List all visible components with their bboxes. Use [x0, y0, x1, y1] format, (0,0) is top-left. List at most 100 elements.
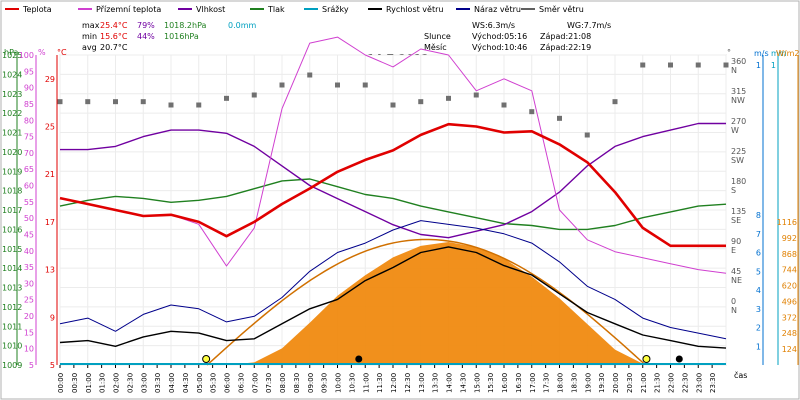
temperature-tick: 9 — [50, 313, 55, 322]
humidity-tick: 5 — [29, 361, 34, 370]
pressure-tick: 1022 — [2, 109, 22, 118]
time-tick-label: 14:00 — [446, 373, 454, 393]
wind-direction-point — [584, 132, 590, 138]
direction-deg-tick: 180 — [731, 177, 746, 186]
direction-deg-tick: 315 — [731, 87, 746, 96]
time-tick-label: 05:00 — [196, 373, 204, 393]
pressure-tick: 1015 — [2, 245, 22, 254]
humidity-tick: 15 — [24, 328, 34, 337]
wind-speed-tick: 2 — [756, 324, 761, 333]
time-tick-label: 12:30 — [404, 373, 412, 393]
time-tick-label: 22:00 — [668, 373, 676, 393]
pressure-tick: 1012 — [2, 303, 22, 312]
wind-direction-point — [85, 99, 91, 105]
radiation-tick: 992 — [782, 234, 797, 243]
radiation-tick: 868 — [782, 250, 797, 259]
humidity-tick: 40 — [24, 247, 34, 256]
stat-min-temp: 15.6°C — [100, 32, 128, 41]
time-tick-label: 04:30 — [182, 373, 190, 393]
pressure-tick: 1009 — [2, 361, 22, 370]
x-axis-label: čas — [734, 370, 747, 380]
stat-wind-gust: WG:7.7m/s — [567, 21, 611, 30]
time-tick-label: 18:00 — [557, 373, 565, 393]
humidity-tick: 25 — [24, 296, 34, 305]
pressure-tick: 1020 — [2, 148, 22, 157]
wind-speed-tick: 4 — [756, 286, 761, 295]
direction-label-tick: NW — [731, 96, 745, 105]
time-tick-label: 08:30 — [293, 373, 301, 393]
humidity-tick: 90 — [24, 84, 34, 93]
wind-direction-point — [362, 82, 368, 88]
time-tick-label: 23:30 — [709, 373, 717, 393]
temperature-line — [59, 122, 726, 248]
moonrise-marker — [355, 355, 363, 363]
time-tick-label: 03:00 — [140, 373, 148, 393]
radiation-tick: 372 — [782, 313, 797, 322]
wind-speed-tick: 8 — [756, 211, 761, 220]
wind-direction-point — [446, 95, 451, 101]
time-tick-label: 15:30 — [487, 373, 495, 393]
wind-direction-point — [390, 102, 396, 108]
pressure-tick: 1025 — [2, 51, 22, 60]
time-tick-label: 22:30 — [681, 373, 689, 393]
time-tick-label: 16:00 — [501, 373, 509, 393]
wind-direction-point — [335, 82, 340, 88]
direction-deg-tick: 270 — [731, 117, 746, 126]
radiation-tick: 248 — [782, 329, 797, 338]
moonrise: Východ:10:46 — [472, 43, 527, 52]
time-tick-label: 19:30 — [598, 373, 606, 393]
legend-label-4: Srážky — [322, 5, 349, 14]
radiation-unit: W/m2 — [776, 49, 800, 58]
humidity-tick: 45 — [24, 230, 34, 239]
time-tick-label: 02:30 — [126, 373, 134, 393]
humidity-line — [60, 122, 726, 239]
humidity-tick: 35 — [24, 263, 34, 272]
humidity-tick: 95 — [24, 67, 34, 76]
sunset: Západ:21:08 — [540, 32, 591, 41]
pressure-tick: 1010 — [2, 342, 22, 351]
moonset: Západ:22:19 — [540, 43, 591, 52]
direction-deg-tick: 225 — [731, 147, 746, 156]
wind-direction-point — [196, 102, 202, 108]
time-tick-label: 11:00 — [362, 373, 370, 393]
humidity-tick: 100 — [19, 51, 34, 60]
stat-max-label: max — [82, 21, 100, 30]
humidity-tick: 20 — [24, 312, 34, 321]
direction-label-tick: E — [731, 246, 736, 255]
pressure-tick: 1013 — [2, 284, 22, 293]
stat-avg-temp: 20.7°C — [100, 43, 128, 52]
stat-wind-speed: WS:6.3m/s — [472, 21, 515, 30]
pressure-tick: 1016 — [2, 225, 22, 234]
time-tick-label: 15:00 — [473, 373, 481, 393]
wind-direction-point — [224, 95, 229, 101]
legend-label-1: Přízemní teplota — [96, 5, 161, 14]
wind-direction-point — [279, 82, 285, 88]
direction-deg-tick: 45 — [731, 267, 741, 276]
time-tick-label: 06:30 — [237, 373, 245, 393]
humidity-tick: 80 — [24, 116, 34, 125]
temperature-tick: 17 — [45, 218, 55, 227]
radiation-tick: 496 — [782, 297, 797, 306]
stats-panel: max 25.4°C 79% 1018.2hPa 0.0mm min 15.6°… — [82, 21, 611, 52]
wind-direction-point — [640, 62, 646, 68]
time-tick-label: 21:00 — [640, 373, 648, 393]
radiation-tick: 620 — [782, 282, 797, 291]
humidity-tick: 70 — [24, 149, 34, 158]
humidity-tick: 10 — [24, 345, 34, 354]
sunrise-marker — [202, 355, 211, 363]
wind-direction-point — [501, 102, 507, 108]
direction-deg-tick: 135 — [731, 207, 746, 216]
direction-label-tick: N — [731, 66, 737, 75]
pressure-tick: 1014 — [2, 264, 22, 273]
time-tick-label: 16:30 — [515, 373, 523, 393]
time-tick-label: 13:30 — [432, 373, 440, 393]
temperature-tick: 25 — [45, 123, 55, 132]
time-tick-label: 02:00 — [113, 373, 121, 393]
time-tick-label: 20:30 — [626, 373, 634, 393]
stat-max-temp: 25.4°C — [100, 21, 128, 30]
direction-label-tick: W — [731, 126, 739, 135]
wind-direction-point — [168, 102, 174, 108]
pressure-tick: 1023 — [2, 90, 22, 99]
time-tick-label: 12:00 — [390, 373, 398, 393]
